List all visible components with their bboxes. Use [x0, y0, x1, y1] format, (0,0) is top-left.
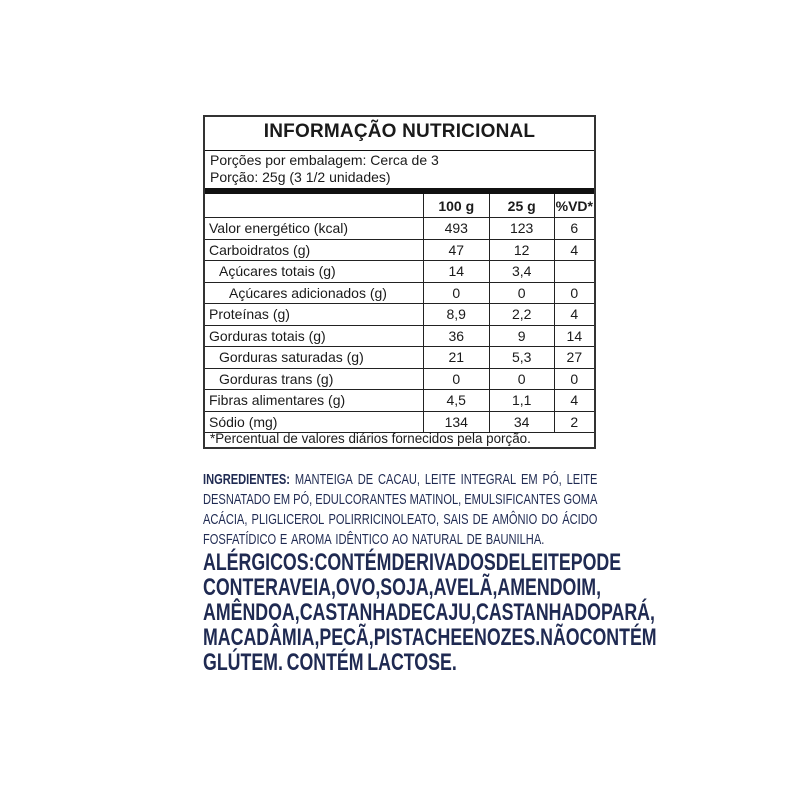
value-25g: 0	[488, 368, 555, 390]
value-100g: 8,9	[422, 303, 490, 326]
value-100g: 21	[422, 346, 490, 369]
thick-divider	[205, 188, 594, 194]
col-100g: 100 g	[422, 194, 490, 218]
table-row: Gorduras saturadas (g) 21 5,3 27	[205, 346, 594, 369]
table-row: Gorduras totais (g) 36 9 14	[205, 325, 594, 347]
nutrient-name: Gorduras trans (g)	[205, 368, 424, 390]
nutrient-name: Açúcares adicionados (g)	[205, 282, 424, 304]
allergens-line: CONTER AVEIA, OVO, SOJA, AVELÃ, AMENDOIM,	[203, 574, 602, 601]
col-vd: %VD*	[553, 194, 594, 218]
ingredients-line: DESNATADO EM PÓ, EDULCORANTES MATINOL, EMULSI…	[203, 491, 598, 508]
value-25g: 3,4	[488, 260, 555, 283]
nutrient-name: Sódio (mg)	[205, 411, 424, 433]
value-25g: 5,3	[488, 346, 555, 369]
ingredients-block: INGREDIENTES: MANTEIGA DE CACAU, LEITE INTEGR…	[203, 470, 657, 676]
nutrient-name: Proteínas (g)	[205, 303, 424, 326]
allergens-line: GLÚTEM. CONTÉM LACTOSE.	[203, 649, 457, 676]
value-25g: 9	[488, 325, 555, 347]
table-row: Gorduras trans (g) 0 0 0	[205, 368, 594, 390]
value-100g: 4,5	[422, 389, 490, 412]
nutrition-facts-table: INFORMAÇÃO NUTRICIONAL Porções por embal…	[203, 115, 596, 449]
allergens-block: ALÉRGICOS: CONTÉM DERIVADOS DE LEITE PODE CONT…	[203, 549, 657, 676]
allergens-line: ALÉRGICOS: CONTÉM DERIVADOS DE LEITE PODE	[203, 549, 622, 576]
value-vd: 4	[553, 303, 594, 326]
value-25g: 123	[488, 217, 555, 240]
table-row: Carboidratos (g) 47 12 4	[205, 239, 594, 261]
value-vd: 0	[553, 282, 594, 304]
value-25g: 0	[488, 282, 555, 304]
header-row: 100 g 25 g %VD*	[205, 194, 594, 218]
table-row: Açúcares totais (g) 14 3,4	[205, 260, 594, 283]
value-25g: 1,1	[488, 389, 555, 412]
value-vd: 4	[553, 239, 594, 261]
ingredients-line: FOSFATÍDICO E AROMA IDÊNTICO AO NATURAL DE BAUN…	[203, 531, 545, 548]
value-100g: 14	[422, 260, 490, 283]
allergens-line: AMÊNDOA, CASTANHA DE CAJU, CASTANHA DO PARÁ,	[203, 599, 655, 626]
nutrient-name: Gorduras saturadas (g)	[205, 346, 424, 369]
value-25g: 34	[488, 411, 555, 433]
ingredients-line: INGREDIENTES: MANTEIGA DE CACAU, LEITE INTEGR…	[203, 471, 598, 488]
value-vd: 27	[553, 346, 594, 369]
footnote: *Percentual de valores diários fornecido…	[210, 431, 531, 446]
value-vd: 4	[553, 389, 594, 412]
table-row: Sódio (mg) 134 34 2	[205, 411, 594, 433]
allergens-line: MACADÂMIA, PECÃ, PISTACHE E NOZES. NÃO CONTÉM	[203, 624, 657, 651]
table-row: Valor energético (kcal) 493 123 6	[205, 217, 594, 240]
servings-per-package: Porções por embalagem: Cerca de 3	[210, 152, 439, 168]
nutrient-name: Valor energético (kcal)	[205, 217, 424, 240]
value-vd	[553, 260, 594, 283]
nutrient-table: 100 g 25 g %VD* Valor energético (kcal) 4…	[205, 194, 594, 433]
value-100g: 0	[422, 368, 490, 390]
ingredients-line: ACÁCIA, PLIGLICEROL POLIRRICINOLEATO, SAIS D…	[203, 511, 598, 528]
nutrition-title: INFORMAÇÃO NUTRICIONAL	[263, 121, 536, 142]
value-vd: 2	[553, 411, 594, 433]
nutrient-name: Carboidratos (g)	[205, 239, 424, 261]
value-vd: 14	[553, 325, 594, 347]
value-100g: 493	[422, 217, 490, 240]
value-vd: 0	[553, 368, 594, 390]
nutrient-name: Gorduras totais (g)	[205, 325, 424, 347]
nutrient-name: Fibras alimentares (g)	[205, 389, 424, 412]
value-100g: 47	[422, 239, 490, 261]
col-25g: 25 g	[488, 194, 555, 218]
table-row: Proteínas (g) 8,9 2,2 4	[205, 303, 594, 326]
serving-size: Porção: 25g (3 1/2 unidades)	[210, 169, 391, 185]
value-100g: 0	[422, 282, 490, 304]
table-row: Fibras alimentares (g) 4,5 1,1 4	[205, 389, 594, 412]
value-25g: 2,2	[488, 303, 555, 326]
value-vd: 6	[553, 217, 594, 240]
divider	[205, 150, 594, 151]
value-100g: 36	[422, 325, 490, 347]
value-100g: 134	[422, 411, 490, 433]
nutrient-name: Açúcares totais (g)	[205, 260, 424, 283]
table-row: Açúcares adicionados (g) 0 0 0	[205, 282, 594, 304]
ingredients-label: INGREDIENTES:	[203, 471, 290, 488]
value-25g: 12	[488, 239, 555, 261]
